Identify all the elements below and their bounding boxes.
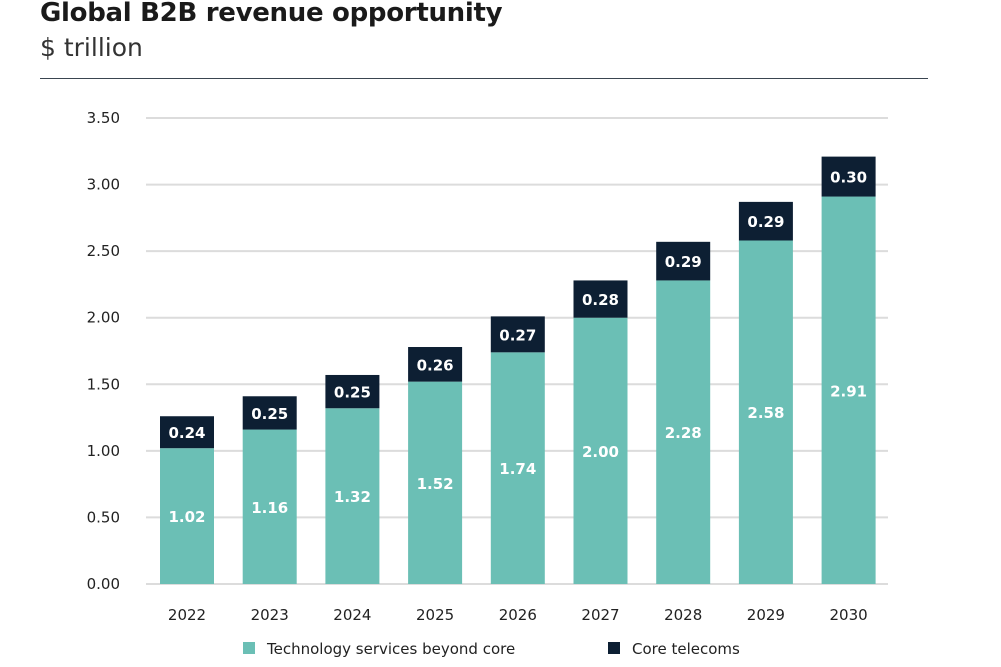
x-tick-label: 2026 (499, 606, 537, 624)
bar-segment (656, 280, 711, 584)
y-tick-label: 3.50 (87, 109, 120, 127)
bar-segment (242, 396, 297, 430)
x-tick-label: 2029 (747, 606, 785, 624)
data-label: 2.28 (665, 424, 702, 442)
data-label: 1.02 (168, 508, 205, 526)
data-label: 2.00 (582, 443, 619, 461)
bar-segment (490, 352, 545, 584)
bar-segment (738, 201, 793, 241)
data-label: 1.74 (499, 460, 536, 478)
bar-segment (738, 240, 793, 584)
data-label: 0.28 (582, 291, 619, 309)
chart-subtitle: $ trillion (40, 33, 143, 62)
bar-segment (242, 429, 297, 584)
bar-segment (325, 374, 380, 409)
x-tick-label: 2030 (830, 606, 868, 624)
data-label: 0.29 (747, 213, 784, 231)
bar-segment (325, 408, 380, 584)
data-label: 0.25 (251, 405, 288, 423)
bar-segment (408, 381, 463, 584)
data-label: 0.25 (334, 384, 371, 402)
y-tick-label: 1.00 (87, 442, 120, 460)
data-label: 0.29 (665, 253, 702, 271)
legend-label: Technology services beyond core (266, 640, 515, 658)
y-tick-label: 1.50 (87, 375, 120, 393)
data-label: 0.27 (499, 326, 536, 344)
y-tick-label: 2.50 (87, 242, 120, 260)
x-tick-label: 2023 (251, 606, 289, 624)
title-divider (40, 78, 928, 79)
data-label: 1.16 (251, 499, 288, 517)
y-tick-label: 2.00 (87, 309, 120, 327)
y-tick-label: 3.00 (87, 176, 120, 194)
bar-segment (408, 347, 463, 382)
legend-swatch (243, 642, 255, 654)
data-label: 1.32 (334, 488, 371, 506)
x-tick-label: 2024 (333, 606, 371, 624)
y-tick-label: 0.50 (87, 508, 120, 526)
x-tick-label: 2027 (581, 606, 619, 624)
bar-segment (821, 196, 876, 584)
x-tick-label: 2028 (664, 606, 702, 624)
data-label: 0.24 (168, 424, 205, 442)
bar-segment (573, 280, 628, 318)
data-label: 1.52 (417, 475, 454, 493)
y-tick-label: 0.00 (87, 575, 120, 593)
chart-title: Global B2B revenue opportunity (40, 0, 503, 28)
bar-segment (490, 316, 545, 353)
data-label: 0.30 (830, 169, 867, 187)
legend-label: Core telecoms (632, 640, 740, 658)
legend-swatch (608, 642, 620, 654)
x-tick-label: 2025 (416, 606, 454, 624)
bar-segment (160, 416, 214, 449)
bar-segment (573, 317, 628, 584)
bar-segment (821, 156, 876, 197)
data-label: 0.26 (417, 356, 454, 374)
data-label: 2.91 (830, 382, 867, 400)
bar-segment (656, 241, 711, 281)
data-label: 2.58 (747, 404, 784, 422)
bar-segment (160, 448, 214, 584)
x-tick-label: 2022 (168, 606, 206, 624)
